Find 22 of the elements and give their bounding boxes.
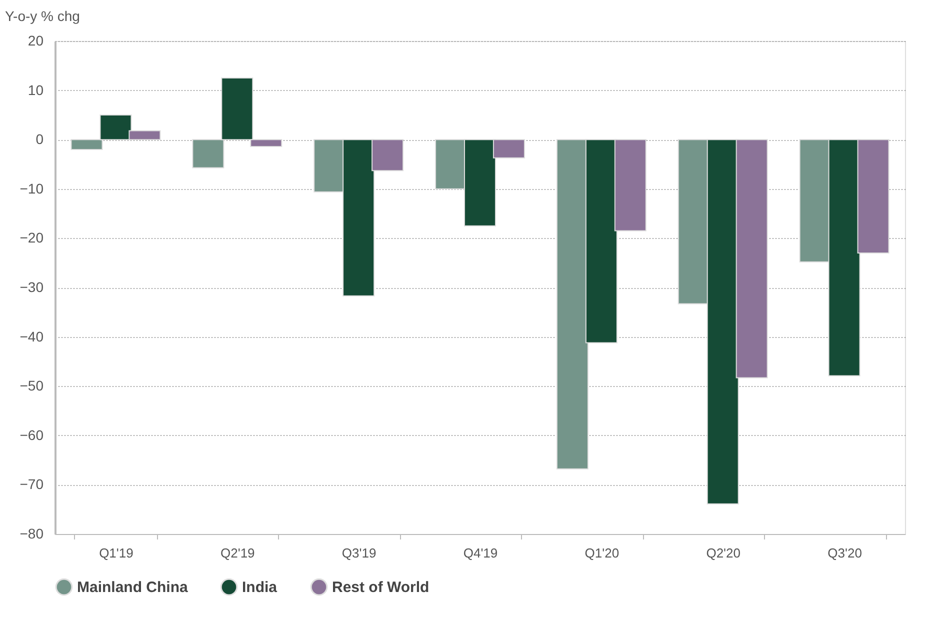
y-tick-label: −20 (20, 230, 44, 246)
y-tick-label: 10 (28, 82, 44, 98)
y-tick-label: −30 (20, 279, 44, 295)
x-tick-label: Q2'20 (706, 546, 741, 560)
y-tick-label: 20 (28, 32, 44, 48)
x-tick-label: Q1'20 (584, 546, 620, 560)
y-tick-label: −60 (20, 426, 44, 443)
legend-label: Mainland China (77, 579, 188, 596)
x-tick-label: Q3'20 (828, 546, 862, 560)
x-tick-label: Q1'19 (99, 546, 134, 560)
x-tick-label: Q2'19 (220, 546, 255, 560)
y-tick-label: 0 (36, 131, 44, 148)
y-tick-label: −10 (20, 180, 44, 196)
y-axis-title: Y-o-y % chg (5, 8, 80, 24)
y-tick-label: −50 (20, 378, 44, 394)
y-tick-label: −40 (20, 328, 44, 344)
y-tick-label: −70 (20, 476, 44, 492)
x-tick-label: Q3'19 (342, 546, 376, 560)
y-tick-label: −80 (20, 526, 44, 542)
legend-label: India (242, 579, 278, 596)
legend-label: Rest of World (332, 579, 430, 596)
x-tick-label: Q4'19 (463, 546, 498, 560)
